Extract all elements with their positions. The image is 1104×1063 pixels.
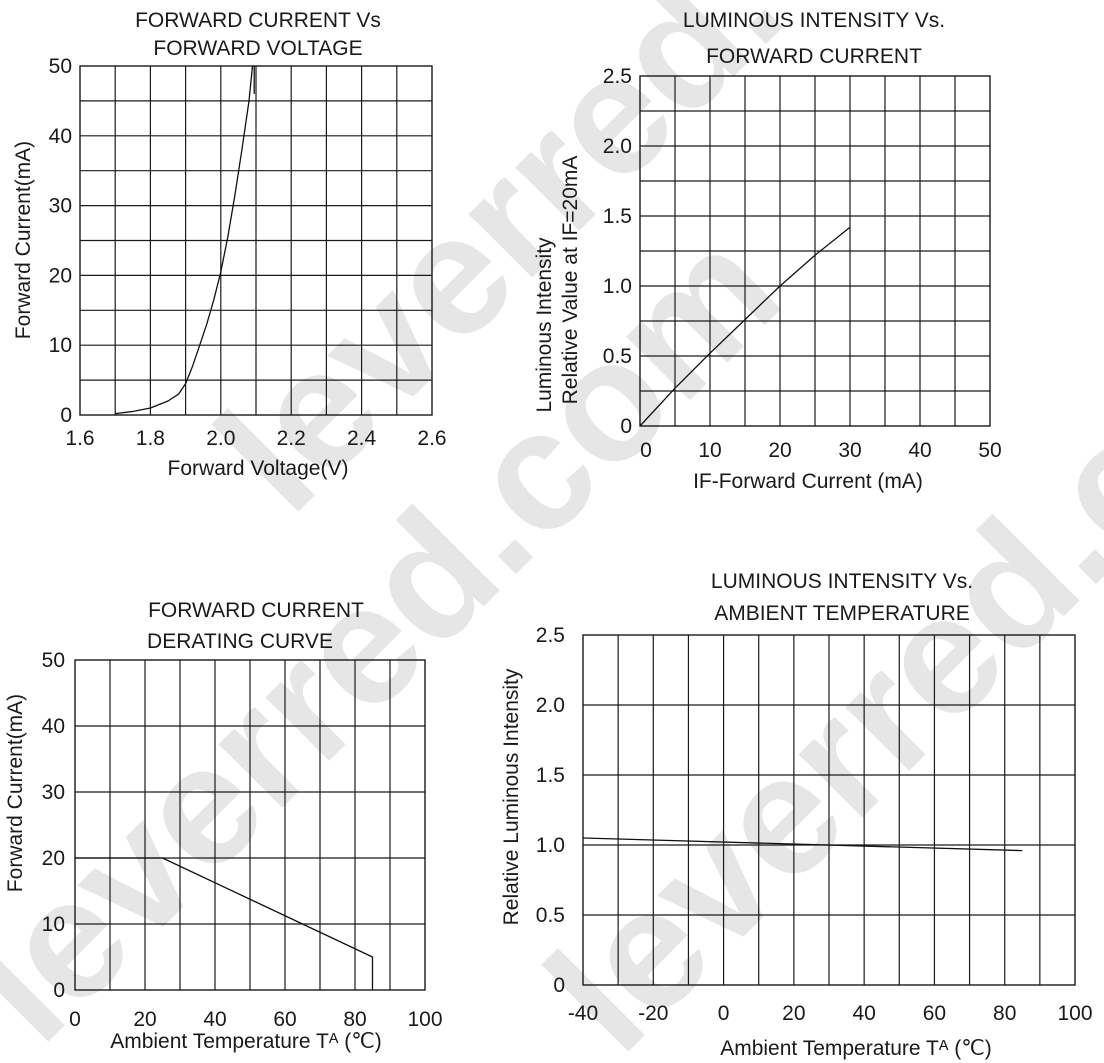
y-tick-label: 40 [42, 715, 65, 738]
y-tick-label: 2.0 [603, 135, 632, 158]
x-tick-label: -40 [568, 1002, 598, 1025]
x-tick-label: 40 [852, 1002, 875, 1025]
chart-title-line: FORWARD VOLTAGE [153, 37, 362, 60]
y-axis-label: Forward Current(mA) [4, 694, 27, 892]
y-tick-label: 10 [42, 913, 65, 936]
x-axis-label: IF-Forward Current (mA) [693, 470, 923, 493]
x-tick-label: 80 [993, 1002, 1016, 1025]
x-tick-label: 2.4 [347, 427, 377, 450]
x-tick-label: 20 [782, 1002, 805, 1025]
y-tick-label: 2.0 [536, 694, 565, 717]
x-tick-label: 1.8 [136, 427, 165, 450]
y-axis-label: Forward Current(mA) [12, 141, 35, 339]
y-axis-label: Relative Value at IF=20mA [559, 156, 582, 405]
x-axis-label: Ambient Temperature Tᴬ (℃) [720, 1037, 992, 1060]
x-tick-label: 20 [768, 439, 791, 462]
x-tick-label: 1.6 [65, 427, 94, 450]
x-tick-label: 2.2 [277, 427, 306, 450]
chart-forward-current-vs-voltage: FORWARD CURRENT Vs FORWARD VOLTAGE Forwa… [12, 9, 447, 480]
plot-frame [74, 659, 426, 991]
chart-title-line: DERATING CURVE [147, 630, 333, 653]
x-tick-label: 0 [69, 1008, 81, 1031]
x-tick-label: 2.6 [417, 427, 446, 450]
chart-title-line: FORWARD CURRENT [706, 45, 922, 68]
plot-area: 0 20 40 60 80 100 0 10 20 30 40 50 [42, 649, 443, 1031]
series-line [582, 837, 1023, 852]
x-tick-label: 60 [273, 1008, 296, 1031]
y-axis-label: Relative Luminous Intensity [500, 668, 523, 925]
series-line [639, 226, 851, 427]
plot-area: 1.6 1.8 2.0 2.2 2.4 2.6 0 10 20 30 40 50 [49, 55, 447, 450]
y-tick-label: 20 [49, 264, 72, 287]
y-tick-label: 20 [42, 847, 65, 870]
y-axis-label: Luminous Intensity [533, 237, 556, 413]
y-tick-label: 2.5 [536, 624, 565, 647]
chart-title-line: AMBIENT TEMPERATURE [714, 602, 970, 625]
x-axis-label: Forward Voltage(V) [168, 457, 349, 480]
x-tick-label: 100 [407, 1008, 442, 1031]
y-tick-label: 40 [49, 125, 72, 148]
x-tick-label: 40 [203, 1008, 226, 1031]
series-line [75, 857, 374, 990]
plot-frame [79, 65, 433, 416]
x-axis-label: Ambient Temperature Tᴬ (℃) [110, 1030, 382, 1053]
chart-title-line: FORWARD CURRENT [148, 599, 364, 622]
x-tick-label: 0 [718, 1002, 730, 1025]
chart-title-line: LUMINOUS INTENSITY Vs. [683, 9, 945, 32]
y-tick-label: 10 [49, 334, 72, 357]
x-tick-label: 80 [343, 1008, 366, 1031]
y-tick-label: 30 [49, 195, 72, 218]
plot-area: -40 -20 0 20 40 60 80 100 0 0.5 1.0 1.5 2.0 2.5 [536, 624, 1093, 1025]
plot-frame [639, 75, 991, 427]
y-tick-label: 1.5 [536, 764, 565, 787]
x-tick-label: 10 [698, 439, 721, 462]
x-tick-label: -20 [638, 1002, 668, 1025]
x-tick-label: 40 [908, 439, 931, 462]
plot-area: 0 10 20 30 40 50 0 0.5 1.0 1.5 2.0 2.5 [603, 65, 1002, 462]
x-tick-label: 60 [923, 1002, 946, 1025]
x-tick-label: 2.0 [206, 427, 235, 450]
chart-luminous-intensity-vs-current: LUMINOUS INTENSITY Vs. FORWARD CURRENT I… [533, 9, 1002, 493]
y-tick-label: 30 [42, 781, 65, 804]
y-tick-label: 0 [620, 415, 632, 438]
y-tick-label: 0 [60, 404, 72, 427]
y-tick-label: 0 [553, 974, 565, 997]
series-line [115, 65, 254, 415]
chart-title-line: FORWARD CURRENT Vs [135, 9, 381, 32]
y-tick-label: 50 [42, 649, 65, 672]
chart-luminous-intensity-vs-temperature: LUMINOUS INTENSITY Vs. AMBIENT TEMPERATU… [500, 570, 1093, 1060]
y-tick-label: 0.5 [603, 345, 632, 368]
y-tick-label: 1.0 [536, 834, 565, 857]
y-tick-label: 2.5 [603, 65, 632, 88]
y-tick-label: 0.5 [536, 904, 565, 927]
chart-forward-current-derating: FORWARD CURRENT DERATING CURVE Ambient T… [4, 599, 443, 1053]
x-tick-label: 100 [1057, 1002, 1092, 1025]
plot-frame [582, 634, 1076, 986]
x-tick-label: 0 [640, 439, 652, 462]
y-tick-label: 0 [53, 979, 65, 1002]
x-tick-label: 20 [133, 1008, 156, 1031]
y-tick-label: 1.0 [603, 275, 632, 298]
y-tick-label: 50 [49, 55, 72, 78]
x-tick-label: 50 [978, 439, 1001, 462]
x-tick-label: 30 [838, 439, 861, 462]
chart-title-line: LUMINOUS INTENSITY Vs. [711, 570, 973, 593]
y-tick-label: 1.5 [603, 205, 632, 228]
